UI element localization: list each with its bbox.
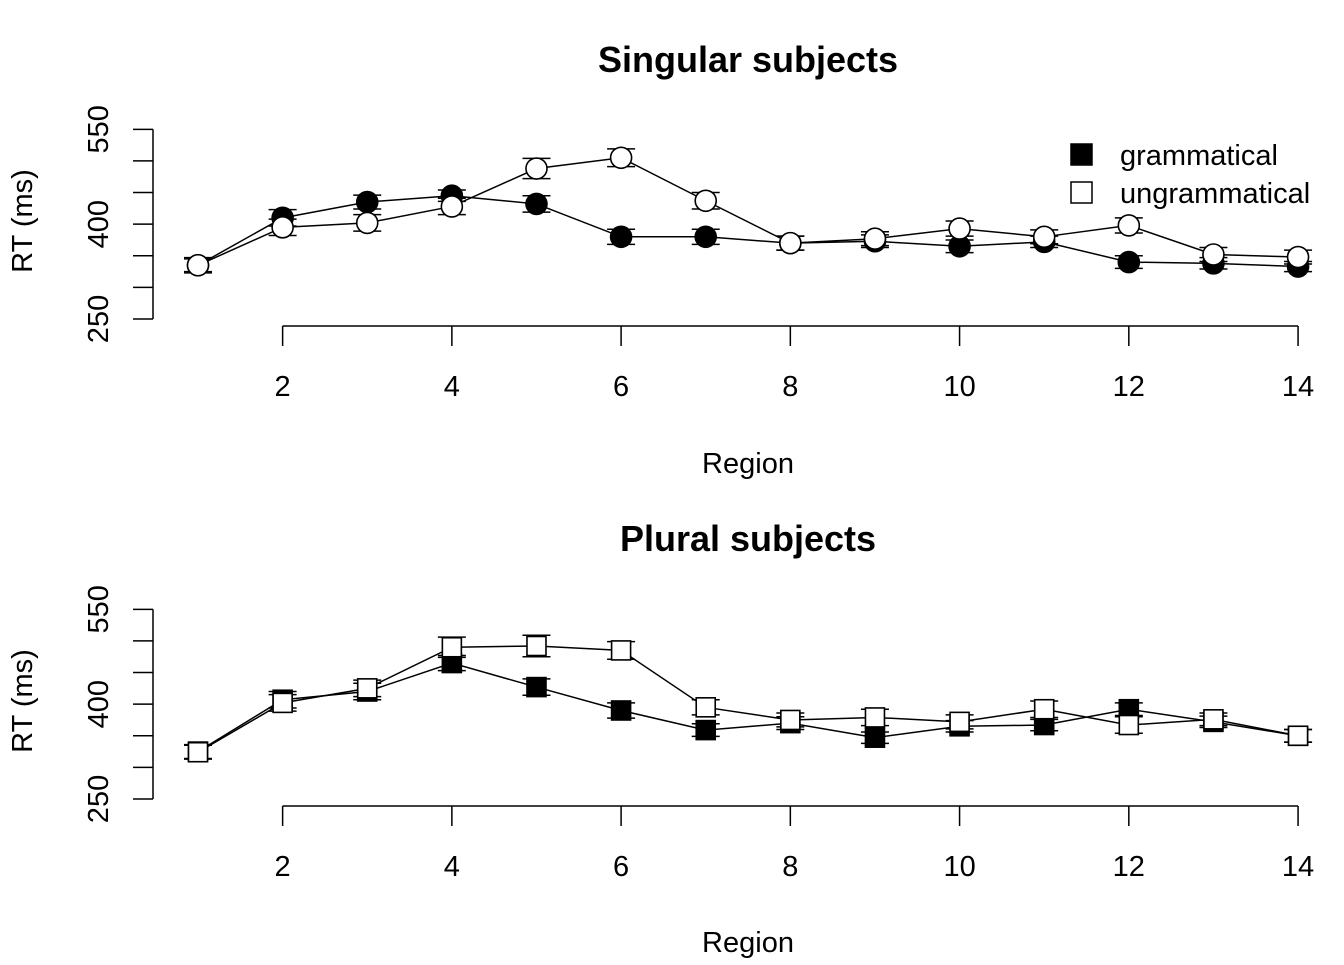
point-ungrammatical [356,678,378,699]
point-ungrammatical [610,640,632,661]
point-grammatical [609,225,633,249]
y-axis-label: RT (ms) [7,169,39,273]
point-ungrammatical [271,216,294,239]
chart-title: Plural subjects [620,518,876,559]
legend-key-grammatical [1070,143,1093,166]
point-ungrammatical [272,692,293,714]
x-tick-label: 10 [943,851,975,883]
y-tick-label: 400 [83,200,115,248]
series-line-ungrammatical [197,645,1299,753]
point-grammatical [695,719,717,741]
x-tick-label: 8 [782,371,798,403]
point-ungrammatical [186,253,210,277]
x-tick-label: 8 [782,851,798,883]
legend-label-ungrammatical: ungrammatical [1120,178,1310,210]
point-ungrammatical [949,711,970,733]
x-tick-label: 2 [275,371,291,403]
chart-title: Singular subjects [598,39,898,80]
point-ungrammatical [694,189,718,213]
point-ungrammatical [695,697,717,718]
x-tick-label: 10 [943,371,975,403]
point-ungrammatical [525,157,548,180]
plot-area: 250 400 550 2 4 6 8 10 12 14 [83,105,1314,403]
series-line-grammatical [197,662,1299,753]
y-tick-label: 250 [83,775,115,823]
legend-key-ungrammatical [1070,181,1093,204]
point-grammatical [526,676,547,698]
point-ungrammatical [779,231,802,255]
point-ungrammatical [440,195,464,218]
x-tick-label: 4 [444,371,460,403]
x-tick-label: 6 [613,371,629,403]
point-ungrammatical [355,211,379,235]
x-tick-label: 14 [1282,851,1314,883]
y-tick-label: 400 [83,680,115,728]
point-grammatical [355,190,379,214]
legend-label-grammatical: grammatical [1120,140,1278,172]
point-grammatical [525,192,548,216]
series-line-ungrammatical [197,157,1299,266]
point-ungrammatical [609,146,633,170]
point-ungrammatical [526,635,547,657]
point-ungrammatical [187,741,209,763]
x-tick-label: 6 [613,851,629,883]
point-ungrammatical [863,227,887,251]
point-grammatical [1117,250,1141,274]
x-tick-label: 14 [1282,371,1314,403]
point-ungrammatical [780,709,801,731]
point-ungrammatical [1033,698,1055,720]
x-axis-label: Region [702,927,794,959]
panel-plural: Plural subjects Region RT (ms) 250 400 550… [7,518,1314,959]
x-tick-label: 12 [1113,371,1145,403]
point-ungrammatical [1032,225,1056,249]
point-ungrammatical [1203,709,1224,730]
point-grammatical [864,727,886,748]
point-grammatical [610,700,632,721]
x-tick-label: 12 [1113,851,1145,883]
point-ungrammatical [948,217,971,240]
y-tick-label: 550 [83,105,115,153]
x-axis-label: Region [702,448,794,480]
point-grammatical [694,225,718,249]
plot-area: 250 400 550 2 4 6 8 10 12 14 [83,585,1314,883]
point-ungrammatical [441,636,463,658]
point-ungrammatical [1117,214,1141,237]
point-ungrammatical [864,707,886,728]
point-ungrammatical [1202,243,1225,266]
legend: grammatical ungrammatical [1070,140,1310,210]
point-ungrammatical [1287,725,1309,747]
x-tick-label: 4 [444,851,460,883]
x-tick-label: 2 [275,851,291,883]
series-line-grammatical [197,194,1299,268]
y-tick-label: 250 [83,295,115,343]
y-axis-label: RT (ms) [7,649,39,753]
panel-singular: Singular subjects Region RT (ms) 250 400 5… [7,39,1314,480]
point-ungrammatical [1286,245,1310,269]
y-tick-label: 550 [83,585,115,633]
point-ungrammatical [1118,714,1140,736]
